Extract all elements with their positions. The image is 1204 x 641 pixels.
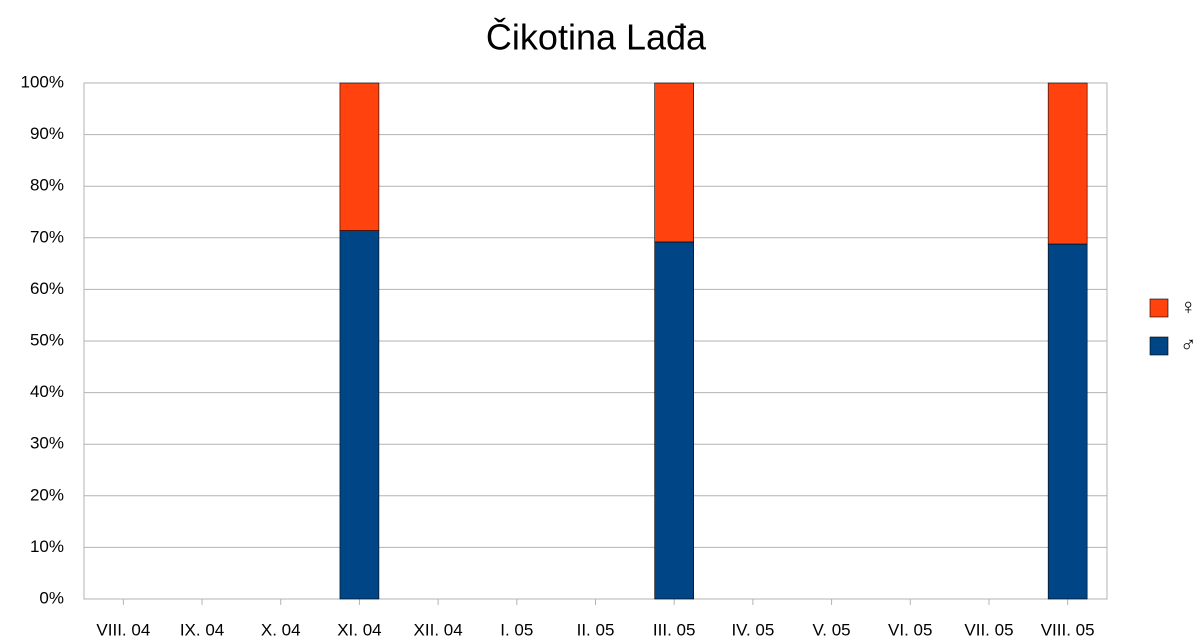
legend-label: ♀: [1180, 294, 1197, 319]
x-tick-label: V. 05: [813, 620, 851, 639]
y-tick-label: 0%: [39, 588, 64, 607]
x-tick-label: VIII. 04: [96, 620, 150, 639]
x-tick-label: XII. 04: [414, 620, 463, 639]
y-tick-label: 20%: [30, 485, 64, 504]
bar-segment: [654, 241, 694, 600]
x-tick-label: I. 05: [500, 620, 533, 639]
x-tick-label: VIII. 05: [1041, 620, 1095, 639]
y-tick-label: 100%: [21, 72, 64, 91]
bar-segment: [654, 82, 694, 243]
bar-segment: [339, 82, 380, 231]
x-tick-label: X. 04: [261, 620, 301, 639]
x-tick-label: IX. 04: [180, 620, 224, 639]
x-tick-label: IV. 05: [731, 620, 774, 639]
legend-label: ♂: [1180, 332, 1197, 357]
x-tick-label: XI. 04: [337, 620, 381, 639]
y-tick-label: 70%: [30, 227, 64, 246]
x-tick-label: VII. 05: [964, 620, 1013, 639]
chart-title: Čikotina Lađa: [486, 17, 707, 58]
y-tick-label: 50%: [30, 330, 64, 349]
bar-segment: [1047, 243, 1088, 600]
x-tick-label: III. 05: [653, 620, 696, 639]
x-tick-label: II. 05: [577, 620, 615, 639]
y-tick-label: 30%: [30, 434, 64, 453]
y-tick-label: 80%: [30, 176, 64, 195]
y-tick-label: 10%: [30, 537, 64, 556]
legend-swatch: [1149, 298, 1169, 318]
y-tick-label: 60%: [30, 279, 64, 298]
bar-segment: [339, 230, 380, 600]
legend-swatch: [1149, 336, 1169, 356]
bar-segment: [1047, 82, 1088, 245]
y-tick-label: 40%: [30, 382, 64, 401]
x-tick-label: VI. 05: [888, 620, 932, 639]
y-tick-label: 90%: [30, 124, 64, 143]
